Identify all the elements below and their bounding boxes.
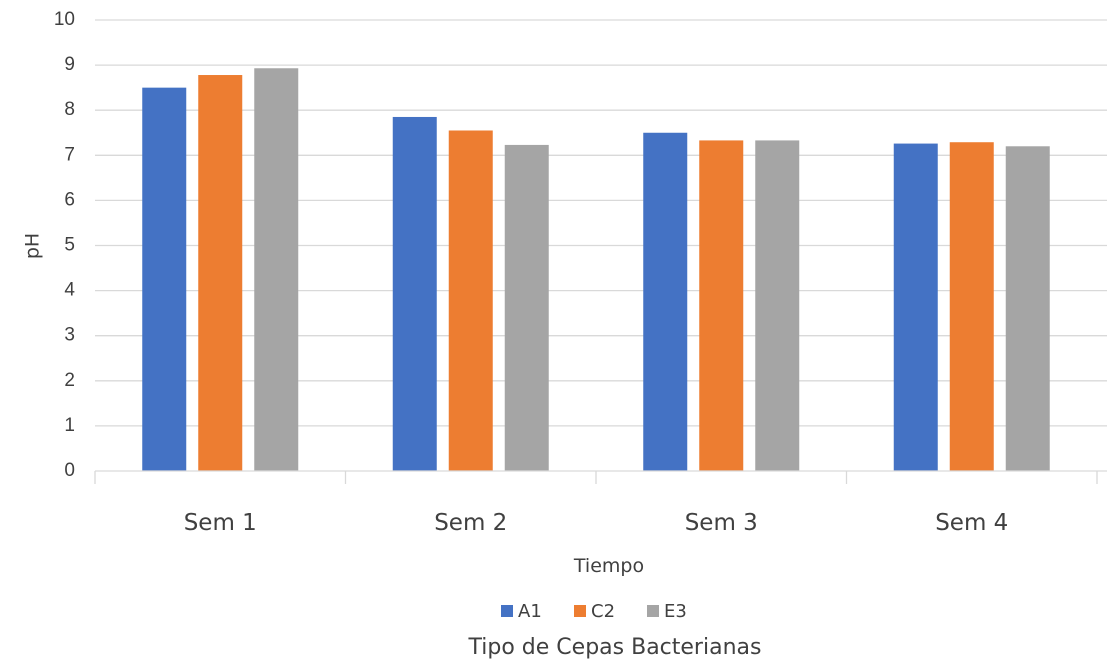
y-tick-label: 2 [64,370,75,391]
bar-a1-2 [392,116,437,471]
bar-e3-1 [254,68,299,471]
bar-e3-3 [755,140,800,472]
x-tick-label: Sem 2 [434,510,507,536]
x-axis [94,470,1107,484]
legend-label-e3: E3 [664,601,687,622]
y-tick-label: 0 [64,460,75,481]
bar-a1-4 [893,143,938,471]
y-tick-label: 1 [64,415,75,436]
y-tick-label: 7 [64,144,75,165]
legend: A1 C2 E3 [501,601,687,622]
y-axis-title: pH [22,233,44,259]
y-tick-label: 4 [64,280,75,301]
x-axis-ticks: Sem 1 Sem 2 Sem 3 Sem 4 [184,510,1009,536]
legend-label-c2: C2 [591,601,615,622]
y-tick-label: 6 [64,189,75,210]
bar-c2-3 [699,140,744,472]
legend-swatch-a1 [501,605,513,617]
x-tick-label: Sem 1 [184,510,257,536]
legend-title: Tipo de Cepas Bacterianas [468,635,762,660]
y-tick-label: 5 [64,235,75,256]
x-tick-label: Sem 4 [935,510,1008,536]
bar-e3-2 [504,144,549,471]
y-tick-label: 10 [54,9,75,30]
legend-swatch-e3 [647,605,659,617]
y-axis-ticks: 0 1 2 3 4 5 6 7 8 9 10 [54,9,76,481]
bar-c2-2 [448,130,493,471]
bar-a1-1 [142,87,187,472]
bars [142,68,1050,472]
y-tick-label: 9 [64,54,75,75]
x-tick-label: Sem 3 [685,510,758,536]
legend-label-a1: A1 [518,601,542,622]
legend-swatch-c2 [574,605,586,617]
y-tick-label: 3 [64,325,75,346]
x-axis-title: Tiempo [573,555,644,577]
bar-c2-1 [198,75,243,471]
y-tick-label: 8 [64,99,75,120]
bar-c2-4 [949,142,994,471]
bar-a1-3 [643,132,688,471]
bar-e3-4 [1005,146,1050,471]
